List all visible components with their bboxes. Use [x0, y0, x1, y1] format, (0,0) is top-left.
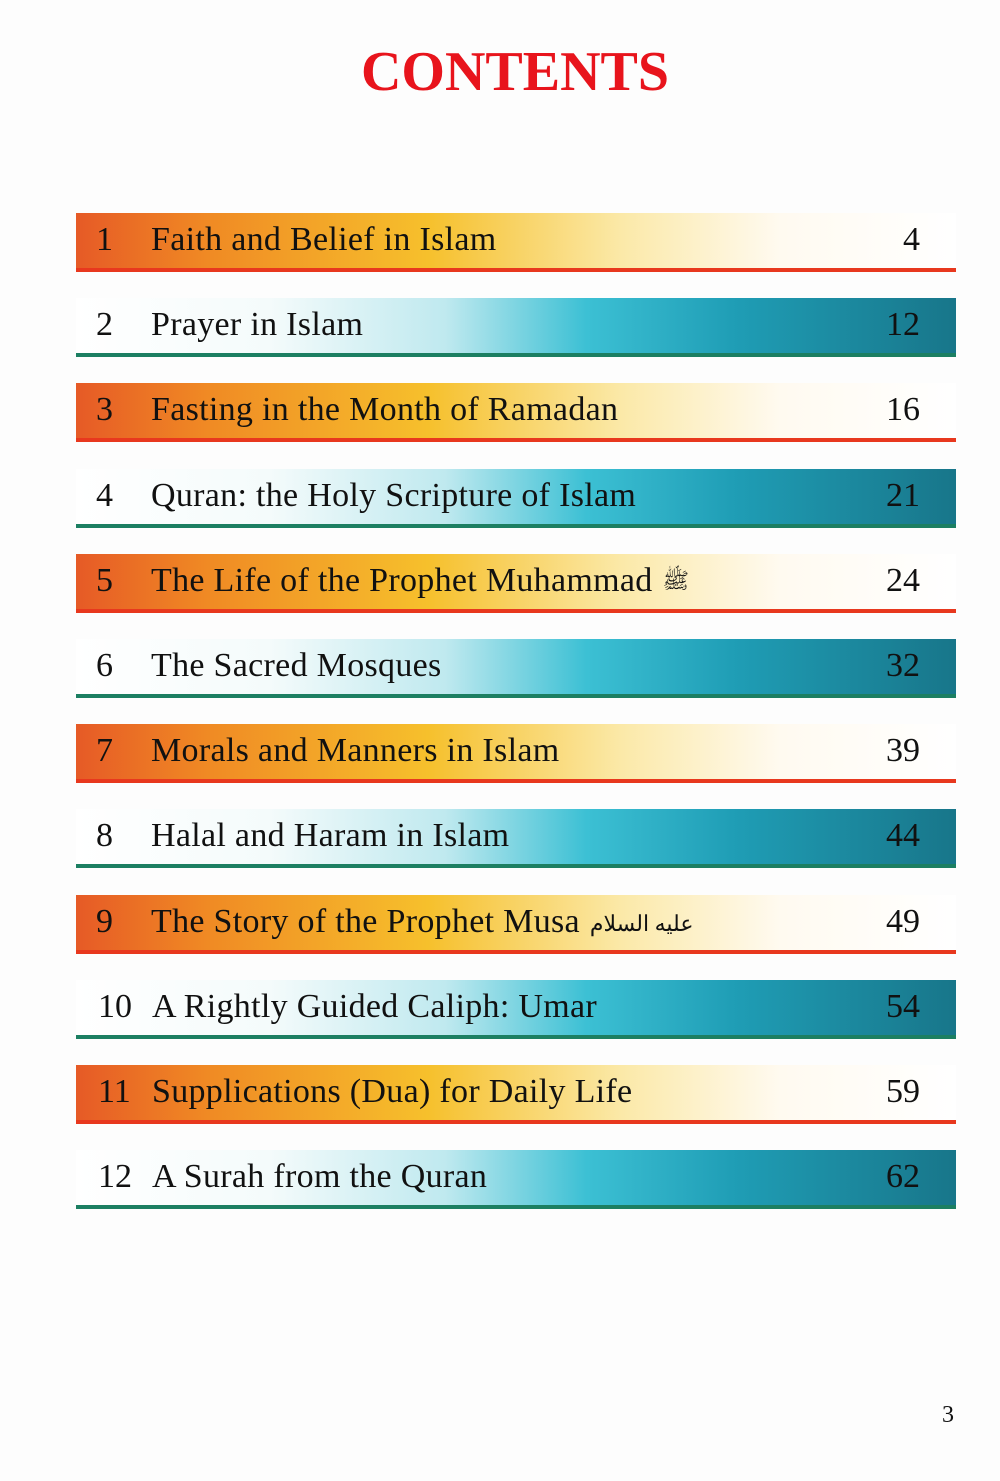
underline [76, 864, 956, 869]
gradient-bar [76, 1065, 956, 1122]
chapter-page: 39 [886, 732, 920, 770]
gradient-bar [76, 1150, 956, 1208]
chapter-page: 21 [886, 476, 920, 514]
chapter-title-text: Supplications (Dua) for Daily Life [152, 1073, 633, 1110]
chapter-title-text: Morals and Manners in Islam [151, 732, 560, 770]
page-title: CONTENTS [360, 41, 670, 103]
underline [76, 1034, 956, 1039]
gradient-bar [76, 213, 956, 270]
toc-entry[interactable]: 6 The Sacred Mosques 32 [76, 639, 956, 700]
chapter-title-text: The Sacred Mosques [151, 647, 442, 684]
gradient-bar [76, 383, 956, 441]
toc-entry[interactable]: 2 Prayer in Islam 12 [76, 298, 956, 359]
chapter-title-text: Fasting in the Month of Ramadan [151, 391, 619, 429]
underline [76, 1120, 956, 1124]
chapter-number: 5 [96, 561, 113, 599]
underline [76, 608, 956, 613]
chapter-page: 44 [886, 817, 920, 855]
chapter-number: 6 [96, 647, 113, 684]
underline [76, 949, 956, 954]
chapter-title-text: Prayer in Islam [151, 306, 364, 344]
toc-entry[interactable]: 1 Faith and Belief in Islam 4 [76, 213, 956, 274]
chapter-page: 32 [886, 647, 920, 684]
chapter-page: 54 [886, 987, 920, 1025]
chapter-number: 12 [98, 1158, 132, 1196]
chapter-number: 9 [96, 902, 113, 940]
gradient-bar [76, 468, 956, 526]
gradient-bar [76, 298, 956, 356]
underline [76, 353, 956, 358]
underline [76, 694, 956, 698]
chapter-number: 4 [96, 476, 113, 514]
chapter-number: 2 [96, 306, 113, 344]
honorific-glyph: ﷺ [662, 568, 690, 593]
underline [76, 268, 956, 272]
chapter-number: 1 [96, 221, 113, 258]
chapter-title: Faith and Belief in Islam [151, 221, 497, 259]
chapter-title: Supplications (Dua) for Daily Life [152, 1073, 632, 1111]
underline [76, 779, 956, 784]
toc-entry[interactable]: 7 Morals and Manners in Islam 39 [76, 724, 956, 785]
gradient-bar [76, 724, 956, 782]
toc-entry[interactable]: 5 The Life of the Prophet Muhammad ﷺ 24 [76, 553, 956, 615]
chapter-page: 4 [903, 221, 920, 258]
chapter-title-text: Quran: the Holy Scripture of Islam [151, 476, 637, 514]
chapter-title-text: Faith and Belief in Islam [151, 221, 497, 258]
chapter-title: Fasting in the Month of Ramadan [151, 391, 618, 429]
underline [76, 1205, 956, 1210]
chapter-page: 59 [886, 1073, 920, 1110]
chapter-title: The Story of the Prophet Musa عليه السلام [151, 903, 693, 941]
gradient-bar [76, 553, 956, 611]
chapter-title: A Rightly Guided Caliph: Umar [152, 988, 597, 1026]
chapter-title-text: A Surah from the Quran [152, 1158, 488, 1196]
toc-entry[interactable]: 8 Halal and Haram in Islam 44 [76, 809, 956, 870]
chapter-number: 10 [98, 987, 132, 1025]
page-number: 3 [942, 1402, 954, 1428]
honorific-glyph: عليه السلام [589, 910, 694, 936]
chapter-title: Halal and Haram in Islam [151, 817, 509, 855]
gradient-bar [76, 894, 956, 952]
chapter-page: 49 [886, 902, 920, 940]
gradient-bar [76, 809, 956, 867]
chapter-page: 12 [886, 306, 920, 344]
chapter-title-text: The Story of the Prophet Musa [151, 902, 580, 940]
underline [76, 438, 956, 443]
underline [76, 523, 956, 528]
chapter-title: The Life of the Prophet Muhammad ﷺ [151, 562, 689, 600]
chapter-number: 3 [96, 391, 113, 429]
toc-entry[interactable]: 9 The Story of the Prophet Musa عليه السل… [76, 894, 956, 956]
toc-entry[interactable]: 3 Fasting in the Month of Ramadan 16 [76, 383, 956, 444]
gradient-bar [76, 639, 956, 696]
chapter-number: 8 [96, 817, 113, 855]
chapter-title: Prayer in Islam [151, 306, 363, 344]
chapter-title: Quran: the Holy Scripture of Islam [151, 477, 636, 515]
toc-entry[interactable]: 12 A Surah from the Quran 62 [76, 1150, 956, 1211]
chapter-page: 24 [886, 561, 920, 599]
chapter-title-text: A Rightly Guided Caliph: Umar [152, 987, 598, 1025]
chapter-number: 11 [98, 1073, 131, 1110]
chapter-number: 7 [96, 732, 113, 770]
toc-entry[interactable]: 11 Supplications (Dua) for Daily Life 59 [76, 1065, 956, 1126]
gradient-bar [76, 979, 956, 1037]
toc-entry[interactable]: 4 Quran: the Holy Scripture of Islam 21 [76, 468, 956, 530]
chapter-title-text: Halal and Haram in Islam [151, 817, 510, 855]
toc-entry[interactable]: 10 A Rightly Guided Caliph: Umar 54 [76, 979, 956, 1041]
chapter-title: Morals and Manners in Islam [151, 732, 559, 770]
chapter-title-text: The Life of the Prophet Muhammad [151, 561, 653, 599]
chapter-page: 62 [886, 1158, 920, 1196]
chapter-page: 16 [886, 391, 920, 429]
chapter-title: A Surah from the Quran [152, 1158, 487, 1196]
chapter-title: The Sacred Mosques [151, 647, 442, 685]
